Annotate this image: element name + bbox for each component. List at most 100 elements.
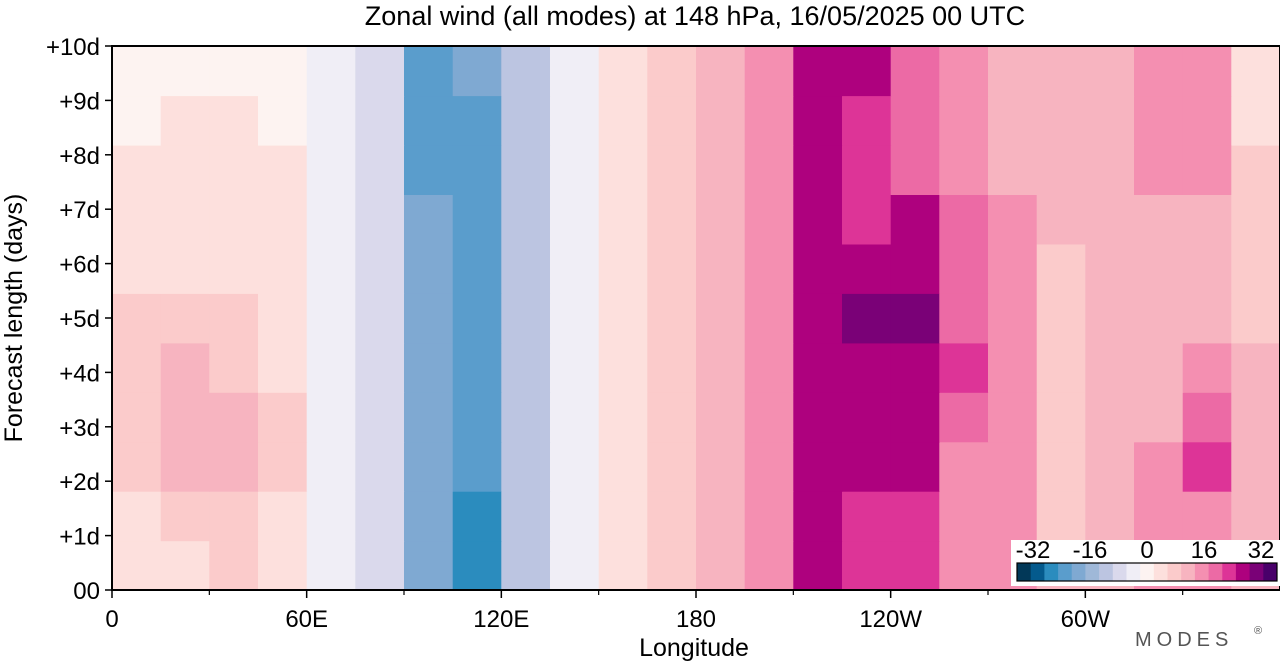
heatmap-cell [452,342,502,393]
y-tick-label: +9d [59,88,100,115]
heatmap-cell [988,46,1038,97]
heatmap-cell [1085,342,1135,393]
heatmap-cell [404,293,454,344]
heatmap-cell [842,95,892,146]
y-axis-label: Forecast length (days) [0,194,28,443]
heatmap-cell [647,144,697,195]
heatmap-cell [1036,194,1086,245]
heatmap-cell [598,441,648,492]
brand-registered-mark: ® [1254,625,1262,637]
heatmap-cell [306,46,356,97]
y-tick-label: +7d [59,197,100,224]
heatmap-cell [1085,441,1135,492]
heatmap-cell [1231,144,1280,195]
heatmap-cell [939,441,989,492]
heatmap-cell [647,540,697,591]
heatmap-cell [696,46,746,97]
heatmap-cell [793,342,843,393]
heatmap-cell [550,243,600,294]
colorbar-swatch [1208,563,1223,581]
heatmap-cell [1085,194,1135,245]
colorbar-swatch [1085,563,1100,581]
heatmap-cell [209,491,259,542]
heatmap-cell [112,46,162,97]
heatmap-cell [890,194,940,245]
heatmap-cell [1182,392,1232,443]
colorbar-tick-label: 0 [1140,537,1153,564]
heatmap-cell [550,95,600,146]
heatmap-cell [112,144,162,195]
heatmap-cell [744,342,794,393]
heatmap-cell [209,540,259,591]
heatmap-cell [1085,95,1135,146]
heatmap-cell [696,441,746,492]
heatmap-cell [355,95,405,146]
heatmap-cell [1182,95,1232,146]
heatmap-cell [939,540,989,591]
heatmap-cell [1085,144,1135,195]
heatmap-cell [1134,194,1184,245]
heatmap-cell [258,46,308,97]
heatmap-cell [1182,243,1232,294]
heatmap-cell [209,392,259,443]
y-tick-label: 00 [73,578,100,605]
colorbar-tick-label: 16 [1191,537,1218,564]
x-tick-label: 60W [1061,606,1111,633]
heatmap-cell [112,243,162,294]
heatmap-cell [1231,293,1280,344]
heatmap-cell [647,491,697,542]
heatmap-cell [647,243,697,294]
heatmap-cell [355,293,405,344]
colorbar-swatch [1030,563,1045,581]
colorbar-swatch [1058,563,1073,581]
heatmap-cell [842,491,892,542]
heatmap-cell [793,144,843,195]
heatmap-cell [1182,46,1232,97]
heatmap-cell [160,95,210,146]
colorbar-tick-label: -16 [1073,537,1108,564]
heatmap-cell [744,491,794,542]
heatmap-cell [1231,392,1280,443]
colorbar-swatch [1263,563,1278,581]
heatmap-cell [160,194,210,245]
heatmap-cell [1231,194,1280,245]
heatmap-cell [160,392,210,443]
colorbar-swatch [1126,563,1141,581]
heatmap-cell [842,194,892,245]
heatmap-cell [988,441,1038,492]
colorbar-swatch [1071,563,1086,581]
heatmap-cell [355,194,405,245]
colorbar-swatch [1017,563,1032,581]
heatmap-cell [306,540,356,591]
heatmap-cell [598,342,648,393]
heatmap-cell [501,491,551,542]
heatmap-cell [793,540,843,591]
colorbar-swatch [1181,563,1196,581]
heatmap-cell [793,95,843,146]
heatmap-cell [988,144,1038,195]
heatmap-cell [744,441,794,492]
colorbar-swatch [1194,563,1209,581]
heatmap-cell [501,441,551,492]
heatmap-cell [744,144,794,195]
heatmap-cell [696,342,746,393]
heatmap-cell [598,293,648,344]
heatmap-cell [1085,243,1135,294]
heatmap-cell [258,491,308,542]
colorbar-swatch [1167,563,1182,581]
heatmap-cell [744,194,794,245]
heatmap-cell [355,46,405,97]
heatmap-cell [258,342,308,393]
x-tick-label: 120W [859,606,922,633]
heatmap-cell [939,293,989,344]
heatmap-cell [452,293,502,344]
heatmap-cell [890,243,940,294]
heatmap-cell [890,392,940,443]
heatmap-cell [404,144,454,195]
y-tick-label: +2d [59,469,100,496]
heatmap-cell [939,95,989,146]
heatmap-cell [112,392,162,443]
heatmap-cell [355,441,405,492]
x-tick-label: 180 [676,606,716,633]
heatmap-cell [306,194,356,245]
